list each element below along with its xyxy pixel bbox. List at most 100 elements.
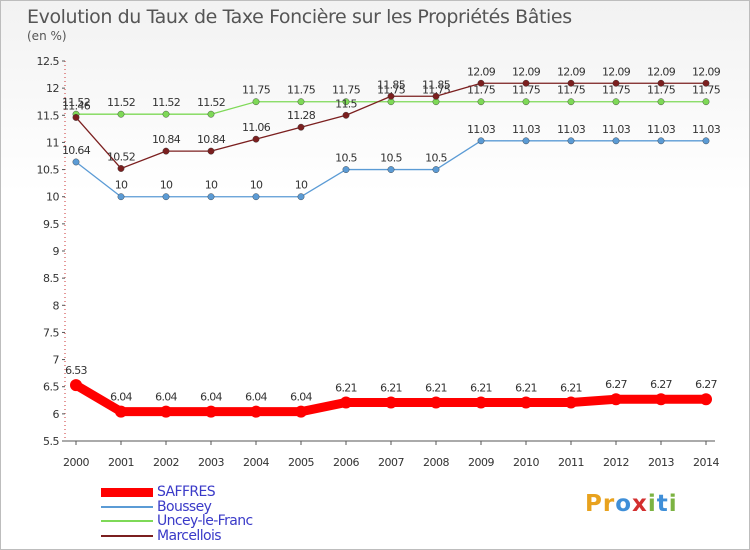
data-point [295, 405, 307, 418]
y-tick-label: 6 [53, 408, 60, 421]
legend-item: Boussey [101, 500, 253, 515]
data-label: 10 [250, 179, 263, 192]
y-tick-label: 12.5 [37, 55, 60, 68]
x-tick-label: 2014 [693, 456, 719, 469]
data-label: 6.04 [245, 391, 267, 404]
y-tick-label: 10.5 [37, 164, 60, 177]
x-tick-label: 2002 [153, 456, 179, 469]
data-point [342, 98, 350, 106]
data-point [612, 79, 620, 87]
logo-letter: o [615, 491, 633, 517]
data-label: 11.75 [242, 84, 271, 97]
data-label: 11.75 [602, 84, 631, 97]
data-point [657, 137, 665, 145]
data-label: 12.09 [602, 65, 631, 78]
x-tick-label: 2000 [63, 456, 89, 469]
data-point [252, 135, 260, 143]
legend-swatch [101, 505, 153, 508]
y-tick-label: 6.5 [43, 381, 59, 394]
data-label: 11.85 [377, 78, 406, 91]
logo-letter: P [585, 491, 603, 517]
data-point [117, 110, 125, 118]
data-label: 10.84 [152, 133, 181, 146]
data-point [612, 98, 620, 106]
data-point [117, 193, 125, 201]
data-label: 6.04 [110, 391, 132, 404]
x-tick-label: 2005 [288, 456, 314, 469]
data-label: 11.75 [467, 84, 496, 97]
data-point [657, 79, 665, 87]
data-label: 10 [160, 179, 173, 192]
data-point [252, 193, 260, 201]
data-point [702, 79, 710, 87]
x-tick-label: 2006 [333, 456, 359, 469]
data-point [72, 158, 80, 166]
data-label: 6.21 [380, 381, 402, 394]
legend-item: SAFFRES [101, 485, 253, 500]
data-label: 11.75 [332, 84, 361, 97]
proxiti-logo: Proxiti [585, 491, 678, 517]
data-point [432, 166, 440, 173]
legend-swatch [101, 534, 153, 537]
y-tick-label: 12 [46, 82, 59, 95]
data-point [432, 92, 440, 100]
data-label: 6.27 [695, 378, 717, 391]
data-point [567, 79, 575, 87]
data-point [522, 79, 530, 87]
data-point [475, 396, 487, 409]
data-point [655, 393, 667, 406]
data-point [205, 405, 217, 418]
series-boussey: 10.64 10 10 10 10 10 10.5 10.5 10.5 11.03 11.03 11.… [62, 123, 721, 201]
legend-label: SAFFRES [157, 484, 216, 501]
data-label: 6.04 [155, 391, 177, 404]
data-point [340, 396, 352, 409]
x-tick-label: 2008 [423, 456, 449, 469]
data-point [565, 396, 577, 409]
chart-title: Evolution du Taux de Taxe Foncière sur l… [27, 6, 572, 28]
data-point [70, 379, 82, 392]
data-point [520, 396, 532, 409]
data-label: 10.64 [62, 144, 91, 157]
x-tick-label: 2012 [603, 456, 629, 469]
y-tick-label: 11 [46, 136, 59, 149]
data-point [162, 110, 170, 118]
data-label: 11.06 [242, 121, 271, 134]
series-saffres: 6.53 6.04 6.04 6.04 6.04 6.04 6.21 6.21 6.21 6.21… [65, 364, 718, 418]
data-label: 12.09 [512, 65, 541, 78]
x-tick-label: 2009 [468, 456, 494, 469]
y-tick-label: 8 [53, 299, 60, 312]
data-point [567, 137, 575, 145]
data-label: 11.03 [557, 123, 586, 136]
y-tick-label: 8.5 [43, 272, 59, 285]
data-point [72, 114, 80, 121]
data-point [477, 98, 485, 106]
logo-letter: r [602, 491, 616, 517]
data-point [207, 147, 215, 155]
data-label: 11.03 [602, 123, 631, 136]
data-label: 6.21 [470, 381, 492, 394]
data-label: 11.03 [467, 123, 496, 136]
unit-label: (en %) [27, 29, 67, 43]
x-tick-label: 2013 [648, 456, 674, 469]
data-point [430, 396, 442, 409]
data-label: 6.27 [605, 378, 627, 391]
data-point [162, 193, 170, 201]
data-label: 11.75 [557, 84, 586, 97]
data-label: 11.5 [335, 97, 357, 110]
data-point [342, 111, 350, 119]
data-point [207, 193, 215, 201]
data-point [522, 98, 530, 106]
y-tick-label: 10 [46, 191, 59, 204]
y-tick-label: 11.5 [37, 109, 60, 122]
data-point [522, 137, 530, 145]
data-label: 11.75 [377, 84, 406, 97]
data-label: 11.75 [692, 84, 721, 97]
data-point [297, 193, 305, 201]
data-label: 12.09 [557, 65, 586, 78]
data-label: 6.53 [65, 364, 87, 377]
y-tick-label: 7 [53, 354, 60, 367]
data-label: 11.52 [197, 96, 225, 109]
data-label: 11.75 [287, 84, 316, 97]
data-point [702, 98, 710, 106]
